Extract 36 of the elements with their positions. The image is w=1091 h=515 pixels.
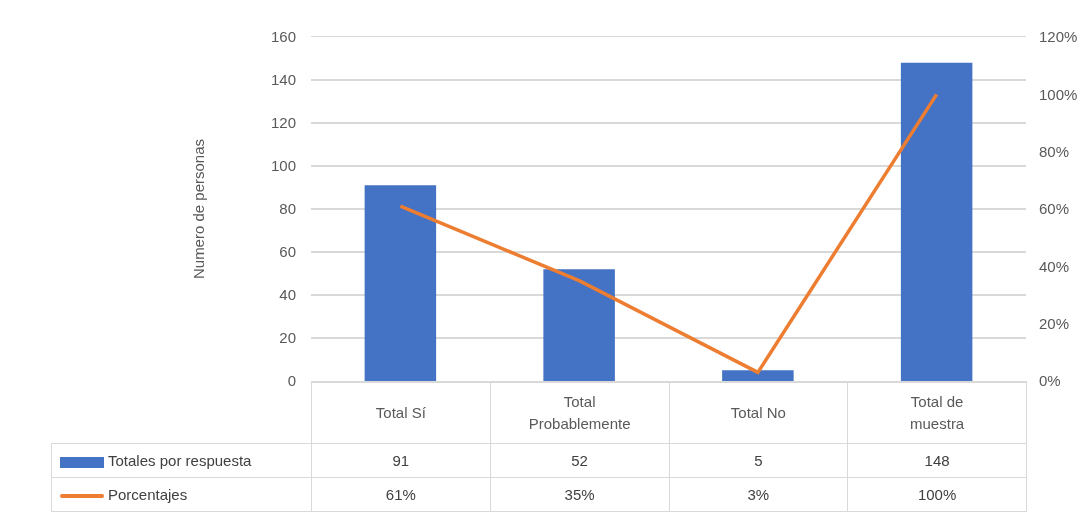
y-tick-label: 80 bbox=[279, 200, 296, 218]
x-tick-label: Total Probablemente bbox=[490, 381, 669, 444]
y2-tick-label: 100% bbox=[1039, 85, 1078, 103]
y2-tick-label: 60% bbox=[1039, 200, 1070, 218]
y2-tick-label: 0% bbox=[1039, 372, 1061, 390]
line-series bbox=[398, 92, 939, 375]
bar bbox=[543, 269, 615, 381]
y2-tick-label: 20% bbox=[1039, 314, 1070, 332]
bar bbox=[900, 62, 973, 381]
y-tick-label: 40 bbox=[279, 286, 296, 304]
data-label: 61% bbox=[311, 477, 491, 512]
y-tick-label: 100 bbox=[270, 157, 296, 175]
data-label: 35% bbox=[490, 477, 669, 512]
y2-tick-label: 80% bbox=[1039, 142, 1070, 160]
y-tick-label: 140 bbox=[270, 71, 296, 89]
legend-label: Totales por respuesta bbox=[108, 452, 252, 469]
bar bbox=[364, 185, 437, 381]
data-label: 148 bbox=[847, 443, 1027, 478]
data-label: 3% bbox=[669, 477, 848, 512]
legend-label: Porcentajes bbox=[108, 486, 188, 503]
y-tick-label: 120 bbox=[270, 114, 296, 132]
y2-tick-label: 120% bbox=[1039, 28, 1078, 46]
x-tick-label: Total No bbox=[669, 381, 848, 444]
data-label: 52 bbox=[490, 443, 669, 478]
y-tick-label: 160 bbox=[270, 28, 296, 46]
data-label: 91 bbox=[311, 443, 491, 478]
y-axis-title: Numero de personas bbox=[190, 138, 208, 280]
y-tick-label: 0 bbox=[287, 372, 296, 390]
x-tick-label: Total Sí bbox=[311, 381, 491, 444]
y-tick-label: 20 bbox=[279, 329, 296, 347]
bar bbox=[722, 370, 794, 381]
y-tick-label: 60 bbox=[279, 243, 296, 261]
y2-tick-label: 40% bbox=[1039, 257, 1070, 275]
x-tick-label: Total de muestra bbox=[847, 381, 1027, 444]
data-label: 100% bbox=[847, 477, 1027, 512]
data-label: 5 bbox=[669, 443, 848, 478]
